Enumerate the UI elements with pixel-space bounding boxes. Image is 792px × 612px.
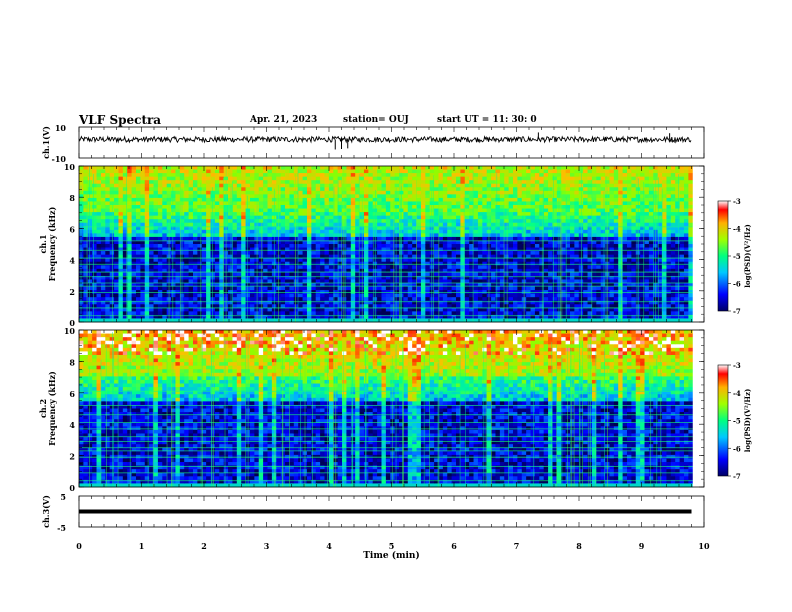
ch2-spectrogram-panel-channel-label: ch.2 [38,399,48,418]
ch1-spectrogram-panel-colorbar-tick--4: -4 [733,225,741,234]
ch2-spectrogram-panel-ytick-10: 10 [64,326,76,336]
ch2-spectrogram-panel-ytick-4: 4 [69,420,75,430]
xtick-label-8: 8 [576,541,582,551]
ch2-spectrogram-panel-ytick-2: 2 [69,452,75,462]
ch1-waveform-panel-ytick-top: 10 [55,123,67,133]
xtick-label-5: 5 [389,541,395,551]
ch1-spectrogram-panel-colorbar [717,200,729,312]
ch1-spectrogram-panel-colorbar-label: log(PSD)(V²/Hz) [743,224,752,288]
ch2-spectrogram-panel-colorbar-tick--7: -7 [733,472,741,481]
xtick-label-4: 4 [326,541,332,551]
station-label: station= OUJ [343,115,409,125]
ch2-spectrogram-panel-ylabel: Frequency (kHz) [47,371,57,446]
ch1-spectrogram-panel-colorbar-tick--7: -7 [733,307,741,316]
start-time-label: start UT = 11: 30: 0 [437,115,537,125]
ch1-spectrogram-panel-ytick-6: 6 [69,224,75,234]
x-axis-ticks [78,166,705,322]
ch2-spectrogram-panel-colorbar-tick--4: -4 [733,389,741,398]
ch2-spectrogram-panel-colorbar-tick--6: -6 [733,444,741,453]
ch1-spectrogram-panel: 0 2 4 6 8 10 ch.1 Frequency (kHz) -3 -4 -5 -6 -7 log(… [38,162,752,328]
ch1-spectrogram-panel-ytick-0: 0 [69,318,75,328]
ch1-spectrogram-panel-channel-label: ch.1 [38,234,48,253]
ch3-waveform-panel-ylabel: ch.3(V) [41,495,51,528]
xtick-label-3: 3 [264,541,270,551]
ch1-spectrogram-panel-ytick-4: 4 [69,256,75,266]
ch1-spectrogram-panel-ylabel: Frequency (kHz) [47,206,57,281]
ch1-spectrogram-panel-ytick-10: 10 [64,162,76,172]
ch2-spectrogram-panel-ytick-6: 6 [69,389,75,399]
x-axis-ticks [78,330,705,487]
ch1-trace [78,135,692,144]
xtick-label-2: 2 [201,541,207,551]
xtick-label-0: 0 [76,541,82,551]
date-label: Apr. 21, 2023 [250,115,318,125]
ch2-spectrogram-panel: 0 2 4 6 8 10 ch.2 Frequency (kHz) -3 -4 -5 -6 -7 log(… [38,326,752,493]
ch2-spectrogram-panel-ytick-8: 8 [69,357,75,367]
ch1-waveform-panel-ylabel: ch.1(V) [41,126,51,159]
ch1-spectrogram-panel-colorbar-tick--6: -6 [733,280,741,289]
ch3-waveform-panel: 5 -5 ch.3(V) [41,492,705,533]
ch3-waveform-panel-ytick-top: 5 [60,492,66,502]
ch1-waveform-panel-ytick-bottom: -10 [52,154,67,164]
ch1-waveform-panel-frame [78,126,705,159]
time-axis: 0 1 2 3 4 5 6 7 8 9 10 Time (min) [76,541,710,561]
xaxis-label: Time (min) [363,550,420,561]
ch1-spectrogram-panel-colorbar-tick--3: -3 [733,197,741,206]
ch1-spectrogram-panel-ytick-8: 8 [69,193,75,203]
ch3-trace [79,509,692,514]
chart-title: VLF Spectra [79,113,162,127]
xtick-label-10: 10 [698,541,710,551]
x-axis-ticks [78,496,705,527]
ch1-spectrogram-panel-ytick-2: 2 [69,287,75,297]
ch1-spectrogram-panel-colorbar-tick--5: -5 [733,252,741,261]
ch2-spectrogram-panel-colorbar-tick--5: -5 [733,417,741,426]
ch3-waveform-panel-ytick-bottom: -5 [57,523,66,533]
xtick-label-9: 9 [639,541,645,551]
xtick-label-1: 1 [139,541,145,551]
ch2-spectrogram-panel-colorbar-tick--3: -3 [733,361,741,370]
ch2-spectrogram-panel-colorbar-label: log(PSD)(V²/Hz) [743,389,752,453]
xtick-label-7: 7 [514,541,520,551]
ch2-spectrogram-panel-colorbar [717,364,729,477]
x-axis-ticks [78,127,705,158]
ch2-spectrogram-panel-ytick-0: 0 [69,483,75,493]
xtick-label-6: 6 [451,541,457,551]
